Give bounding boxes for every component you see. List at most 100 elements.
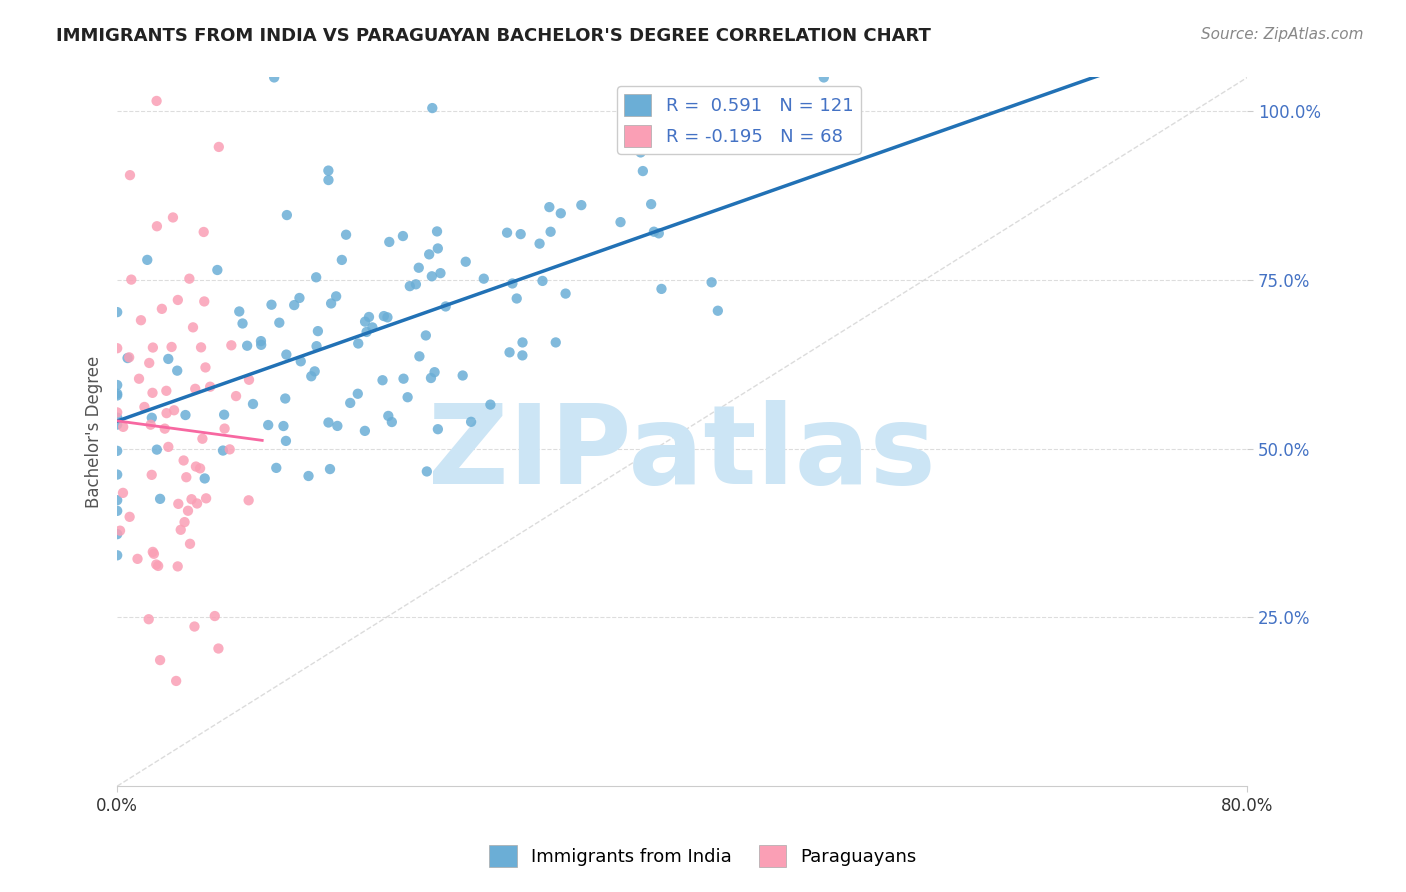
Point xyxy=(105,443,128,458)
Point xyxy=(142,547,165,561)
Point xyxy=(105,493,128,508)
Point xyxy=(420,371,443,385)
Point xyxy=(108,524,131,538)
Point xyxy=(231,317,253,331)
Point xyxy=(188,461,211,475)
Point xyxy=(381,415,404,429)
Point xyxy=(371,373,394,387)
Point xyxy=(238,493,260,508)
Point xyxy=(609,215,631,229)
Point xyxy=(501,277,523,291)
Point xyxy=(319,462,342,476)
Point xyxy=(173,515,195,529)
Text: ZIPatlas: ZIPatlas xyxy=(429,400,936,507)
Point xyxy=(269,316,291,330)
Point xyxy=(274,392,297,406)
Point xyxy=(273,419,295,434)
Point xyxy=(105,467,128,482)
Point xyxy=(426,422,449,436)
Point xyxy=(105,417,128,432)
Point xyxy=(569,198,592,212)
Point xyxy=(180,492,202,507)
Point xyxy=(139,417,162,432)
Point xyxy=(318,416,340,430)
Point xyxy=(150,301,173,316)
Point xyxy=(305,270,328,285)
Point xyxy=(418,247,440,261)
Point xyxy=(479,398,502,412)
Point xyxy=(405,277,427,292)
Point xyxy=(166,293,188,307)
Point xyxy=(179,271,201,285)
Point xyxy=(396,390,419,404)
Point xyxy=(496,226,519,240)
Point xyxy=(257,417,280,432)
Point xyxy=(145,558,167,572)
Point xyxy=(120,272,142,286)
Point xyxy=(263,70,285,85)
Point xyxy=(128,372,150,386)
Point xyxy=(166,364,188,378)
Point xyxy=(472,271,495,285)
Point xyxy=(648,227,671,241)
Point xyxy=(212,408,235,422)
Point xyxy=(451,368,474,383)
Point xyxy=(176,470,198,484)
Point xyxy=(127,552,149,566)
Point xyxy=(167,497,190,511)
Point xyxy=(509,227,531,241)
Point xyxy=(157,440,180,454)
Point xyxy=(276,208,298,222)
Point xyxy=(183,619,205,633)
Point xyxy=(190,340,212,354)
Point xyxy=(318,173,340,187)
Point xyxy=(173,453,195,467)
Point xyxy=(174,408,197,422)
Point xyxy=(141,410,163,425)
Point xyxy=(423,365,446,379)
Point xyxy=(554,286,576,301)
Point xyxy=(118,509,141,524)
Point xyxy=(347,336,370,351)
Point xyxy=(377,409,399,423)
Point xyxy=(392,372,415,386)
Point xyxy=(290,354,312,368)
Point xyxy=(105,305,128,319)
Point xyxy=(429,266,451,280)
Point xyxy=(146,558,169,573)
Point xyxy=(354,315,377,329)
Point xyxy=(193,225,215,239)
Point xyxy=(129,313,152,327)
Point xyxy=(377,310,399,325)
Point xyxy=(250,334,273,348)
Point xyxy=(630,145,652,160)
Point xyxy=(184,459,207,474)
Point xyxy=(207,641,229,656)
Point xyxy=(356,325,378,339)
Point xyxy=(118,168,141,182)
Point xyxy=(105,504,128,518)
Point xyxy=(498,345,520,359)
Point xyxy=(193,294,215,309)
Point xyxy=(163,403,186,417)
Point xyxy=(408,260,430,275)
Point xyxy=(426,224,449,238)
Point xyxy=(707,303,730,318)
Point xyxy=(157,351,180,366)
Point xyxy=(250,338,273,352)
Point xyxy=(339,396,361,410)
Point xyxy=(194,471,217,485)
Point xyxy=(218,442,240,457)
Point xyxy=(321,296,343,310)
Point xyxy=(297,469,319,483)
Point xyxy=(207,263,229,277)
Point xyxy=(184,382,207,396)
Point xyxy=(330,252,353,267)
Point xyxy=(105,341,128,355)
Point xyxy=(242,397,264,411)
Point xyxy=(236,339,259,353)
Point xyxy=(105,388,128,402)
Point xyxy=(361,320,384,334)
Point xyxy=(105,405,128,419)
Point xyxy=(195,491,218,506)
